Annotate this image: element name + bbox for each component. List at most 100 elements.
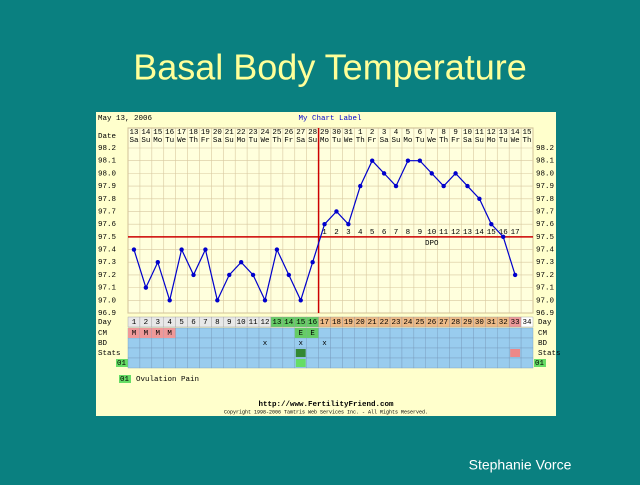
temperature-point [191, 272, 196, 278]
temperature-point [417, 158, 423, 163]
weekday-label: Su [141, 137, 150, 145]
row-cell [342, 347, 355, 359]
date-label: 14 [141, 129, 151, 137]
date-label: 18 [189, 129, 198, 137]
temperature-point [274, 247, 280, 252]
day-number: 23 [392, 319, 402, 327]
row-cell [330, 337, 343, 349]
row-cell [151, 347, 164, 359]
temperature-point [131, 247, 137, 252]
day-number: 32 [499, 319, 508, 327]
row-cell [508, 327, 522, 339]
row-cell [151, 357, 164, 369]
day-number: 17 [320, 319, 329, 327]
day-number: 19 [344, 319, 353, 327]
weekday-label: Su [225, 137, 234, 145]
row-cell [199, 337, 212, 349]
date-label: 15 [523, 129, 533, 137]
row-cell [270, 337, 284, 349]
y-tick-label: 97.7 [536, 208, 554, 216]
bd-value: x [263, 340, 268, 348]
dpo-label: 11 [439, 229, 449, 237]
temperature-point [441, 183, 446, 189]
temperature-point [369, 158, 375, 163]
date-label: 2 [370, 129, 375, 137]
date-label: 5 [406, 129, 411, 137]
row-cell [377, 337, 391, 349]
cm-cell [163, 328, 176, 338]
row-cell [211, 357, 224, 369]
date-label: 23 [249, 129, 259, 137]
dpo-label: 6 [382, 229, 387, 237]
row-cell [175, 357, 188, 369]
row-cell [187, 347, 200, 359]
y-tick-label: 98.2 [98, 145, 116, 153]
row-cell [401, 327, 415, 339]
temperature-point [334, 209, 339, 214]
temperature-point [453, 171, 458, 176]
row-cell [342, 357, 355, 369]
cm-cell [128, 328, 140, 338]
y-tick-label: 97.8 [98, 196, 116, 204]
row-cell [127, 347, 141, 359]
row-cell [497, 357, 510, 369]
row-cell [377, 327, 391, 339]
row-cell [282, 347, 295, 359]
y-tick-label: 97.4 [536, 247, 555, 255]
temperature-point [489, 221, 494, 227]
date-label: 31 [344, 129, 354, 137]
row-cell [520, 347, 534, 359]
weekday-label: Sa [129, 137, 139, 145]
row-cell [211, 347, 224, 359]
dpo-label: 7 [394, 229, 399, 237]
row-cell [449, 347, 462, 359]
row-cell [187, 327, 200, 339]
weekday-label: Su [392, 137, 401, 145]
weekday-label: Th [439, 137, 448, 145]
y-tick-label: 97.4 [98, 247, 117, 255]
dpo-label: 1 [322, 229, 327, 237]
temperature-point [238, 260, 244, 265]
weekday-label: Mo [487, 137, 497, 145]
row-cell [246, 337, 260, 349]
day-number: 34 [523, 319, 533, 327]
row-cell [413, 347, 426, 359]
day-number: 2 [144, 319, 149, 327]
weekday-label: We [427, 137, 436, 145]
y-tick-label: 97.2 [536, 272, 554, 280]
weekday-label: Th [523, 137, 532, 145]
legend-box [119, 375, 131, 383]
row-cell [377, 347, 391, 359]
row-cell [473, 357, 486, 369]
row-cell [342, 337, 355, 349]
day-number: 31 [487, 319, 497, 327]
temperature-point [346, 221, 351, 227]
temperature-point [262, 298, 268, 303]
row-cell [211, 327, 224, 339]
row-cell [187, 337, 200, 349]
row-cell [354, 347, 367, 359]
cm-value: M [144, 330, 149, 338]
date-label: 29 [320, 129, 329, 137]
y-tick-label: 98.1 [98, 158, 117, 166]
printed-date: May 13, 2006 [98, 115, 153, 123]
date-label: 27 [296, 129, 305, 137]
row-cell [401, 347, 415, 359]
pain-label: 01 [535, 360, 545, 368]
row-cell [389, 347, 403, 359]
row-cell [485, 337, 498, 349]
temperature-point [381, 171, 387, 176]
day-number: 33 [511, 319, 521, 327]
weekday-label: Mo [153, 137, 163, 145]
day-number: 20 [356, 319, 366, 327]
day-number: 25 [415, 319, 425, 327]
day-label: Day [538, 319, 552, 327]
cm-value: M [167, 330, 172, 338]
date-label: 13 [129, 129, 139, 137]
row-cell [270, 347, 284, 359]
row-cell [223, 357, 236, 369]
dpo-label: 9 [418, 229, 423, 237]
row-cell [282, 337, 295, 349]
temperature-point [465, 183, 470, 189]
day-number: 15 [296, 319, 306, 327]
